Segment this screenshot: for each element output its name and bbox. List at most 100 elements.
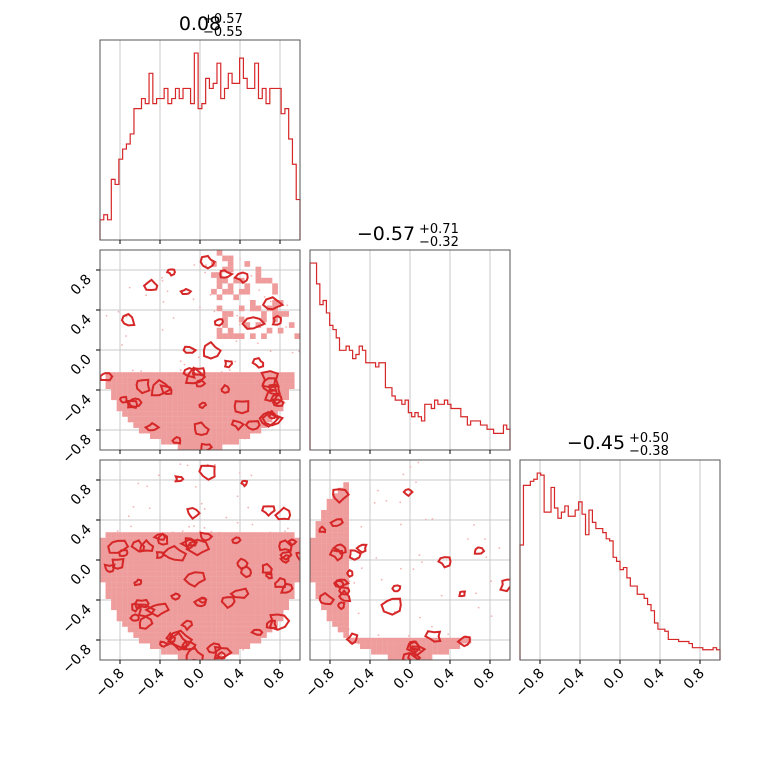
density-cell [244,632,251,638]
density-cell [127,610,134,616]
contour-line [279,554,291,564]
density-cell [216,283,223,289]
density-cell [460,637,466,644]
density-cell [326,604,333,611]
contour-line [182,367,196,379]
density-cell [211,610,217,616]
density-cell [343,587,349,594]
contour-line [346,568,354,578]
density-cell [266,548,273,555]
hist-bin [703,650,706,660]
density-cell [172,372,178,378]
density-cell [272,598,278,605]
sample-point [466,538,469,540]
contour-line [185,645,204,660]
density-cell [211,604,217,611]
sample-point [193,264,196,266]
density-cell [222,576,228,583]
density-cell [337,621,344,627]
density-cell [272,554,278,561]
density-cell [310,576,316,583]
density-cell [183,554,189,561]
contour-line [171,435,182,445]
density-cell [244,548,251,555]
contour-panel-x1-x2 [100,250,300,450]
density-cell [277,610,284,616]
contour-line [244,420,261,431]
density-cell [133,571,139,577]
density-cell [238,532,245,538]
density-cell [261,394,267,401]
density-cell [216,294,223,301]
hist-bin [126,144,130,240]
density-cell [343,521,349,527]
density-cell [116,400,123,406]
hist-bin [402,404,405,450]
contour-line [337,601,346,611]
density-cell [250,610,256,616]
density-cell [188,610,195,616]
density-cell [326,532,333,538]
hist-bin [418,417,421,450]
density-cell [238,615,245,622]
hist-bin [255,63,259,240]
sample-point [477,606,480,609]
density-cell [250,537,256,544]
density-cell [465,637,472,644]
hist-bin [232,83,236,240]
density-cell [343,615,349,622]
density-cell [111,388,117,395]
density-cell [177,654,184,660]
contour-line [213,318,224,327]
contour-line [345,632,359,646]
density-cell [105,576,112,583]
hist-bin [565,506,568,660]
density-cell [266,610,273,616]
hist-bin [172,99,176,240]
sample-point [166,290,169,293]
density-cell [211,444,217,450]
density-cell [250,604,256,611]
density-cell [161,554,167,561]
density-cell [172,433,178,439]
density-cell [183,383,189,389]
density-cell [216,587,223,594]
density-cell [205,615,212,622]
sample-point [238,471,241,474]
density-cell [233,532,239,538]
hist-bin [292,164,296,240]
hist-bin [372,363,375,450]
density-cell [255,383,262,389]
density-cell [155,372,162,378]
sample-point [284,530,286,533]
density-cell [211,637,217,644]
density-cell [227,615,234,622]
density-cell [216,405,223,412]
density-cell [183,422,189,428]
density-cell [205,587,212,594]
sample-point [188,525,190,528]
title-2-median: −0.57 [357,223,415,245]
density-cell [127,411,134,417]
sample-point [407,634,410,637]
hist-bin [382,363,385,450]
density-cell [194,615,201,622]
sample-point [137,482,140,485]
density-cell [127,587,134,594]
hist-bin [620,570,623,660]
density-cell [122,383,128,389]
density-cell [177,372,184,378]
density-cell [155,565,162,572]
hist-bin [435,400,438,450]
density-cell [177,610,184,616]
density-cell [250,587,256,594]
hist-bin [537,473,540,660]
contour-line [391,584,402,593]
density-cell [138,626,145,633]
density-cell [205,377,212,384]
density-cell [188,444,195,450]
density-cell [343,610,349,616]
density-cell [105,565,112,572]
density-cell [343,482,349,488]
density-cell [150,571,156,577]
